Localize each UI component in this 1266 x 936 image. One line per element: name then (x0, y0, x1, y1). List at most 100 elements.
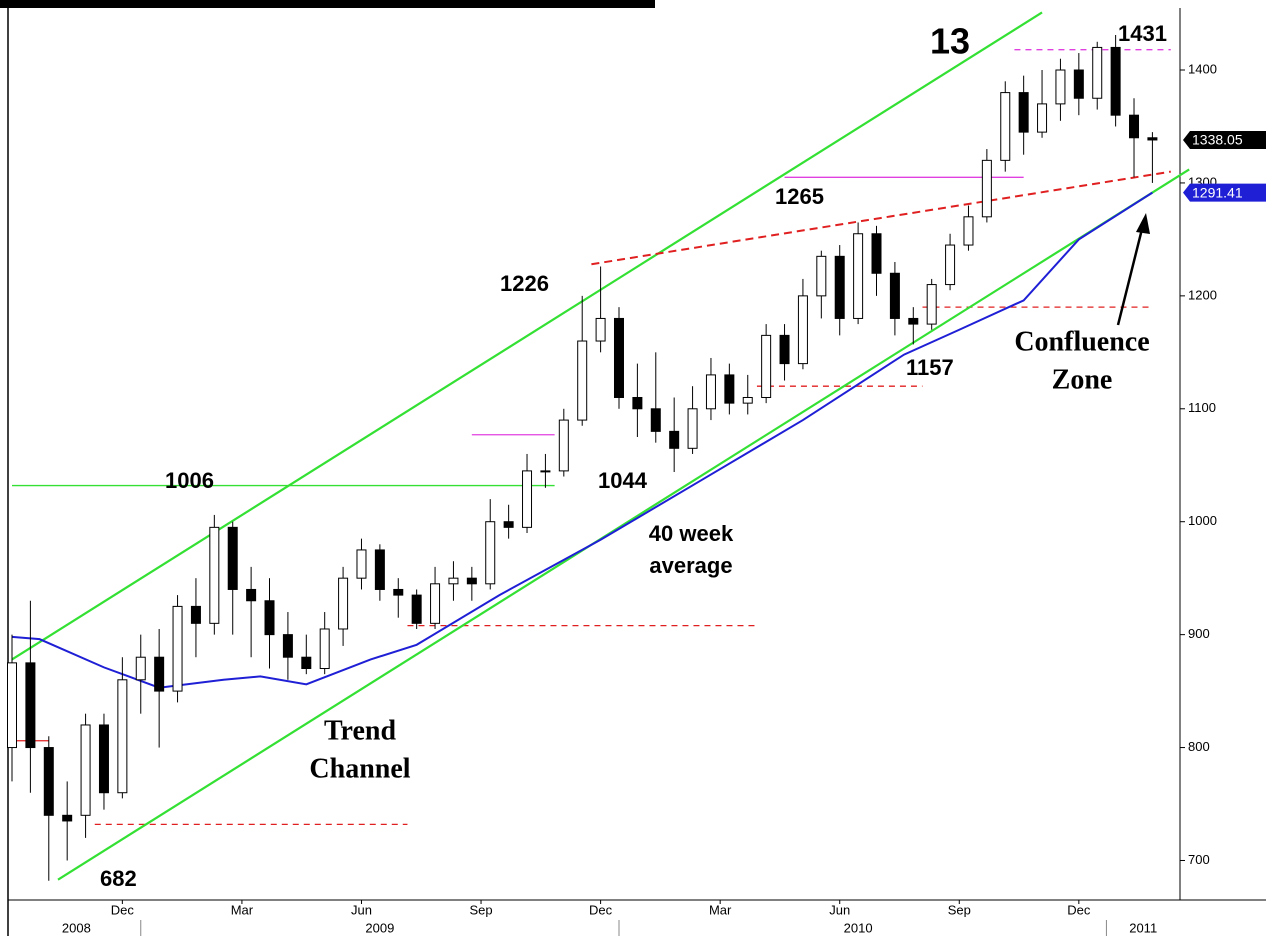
candle-body (98, 724, 109, 794)
x-tick-label: Mar (709, 902, 732, 917)
y-tick-label: 1000 (1188, 513, 1217, 528)
candle-body (724, 374, 735, 404)
candle-body (779, 334, 790, 365)
price-tag-label: 1291.41 (1192, 184, 1243, 200)
annotation: 40 week (649, 521, 734, 546)
x-tick-label: Dec (1067, 902, 1091, 917)
candle-body (761, 334, 772, 398)
candle-body (1000, 92, 1011, 161)
candle-body (172, 605, 183, 692)
annotation: Zone (1052, 364, 1113, 395)
candle-body (1147, 137, 1158, 141)
candle-body (80, 724, 91, 816)
year-label: 2008 (62, 920, 91, 935)
annotation: 1431 (1118, 21, 1167, 46)
candle-body (595, 317, 606, 342)
annotation: 1157 (906, 355, 954, 380)
candle-body (871, 233, 882, 274)
candle-body (466, 577, 477, 585)
candle-body (1073, 69, 1084, 99)
x-tick-label: Jun (351, 902, 372, 917)
arrow (1116, 224, 1145, 326)
annotation: 1006 (165, 468, 214, 493)
y-tick-label: 1400 (1188, 61, 1217, 76)
candle-body (117, 679, 128, 794)
annotation: Channel (309, 753, 410, 784)
candle-body (430, 583, 441, 624)
candle-body (1018, 92, 1029, 133)
candle-body (227, 526, 238, 590)
x-tick-label: Dec (111, 902, 135, 917)
candle-body (908, 317, 919, 325)
y-tick-label: 1200 (1188, 287, 1217, 302)
year-label: 2010 (844, 920, 873, 935)
candle-body (1129, 114, 1140, 139)
candle-body (963, 216, 974, 246)
candle-body (282, 634, 293, 658)
candle-body (889, 272, 900, 319)
candle-body (540, 470, 551, 473)
candle-body (7, 662, 17, 749)
candle-body (613, 317, 624, 398)
candle-body (319, 628, 330, 670)
candle-body (650, 408, 661, 432)
candle-body (485, 521, 496, 585)
annotation: 682 (100, 866, 137, 891)
candle-body (25, 662, 36, 749)
candle-body (797, 295, 808, 365)
price-tag (1183, 183, 1266, 202)
candle-body (154, 656, 165, 692)
annotation: Trend (324, 715, 397, 746)
y-tick-label: 900 (1188, 626, 1210, 641)
trend-channel (11, 11, 1043, 661)
candle-body (522, 470, 533, 528)
annotation: average (649, 553, 732, 578)
candle-body (669, 430, 680, 449)
candle-body (981, 159, 992, 218)
candle-body (687, 408, 698, 449)
y-tick-label: 700 (1188, 852, 1210, 867)
candle-body (742, 396, 753, 404)
candle-body (448, 577, 459, 585)
annotation: 1044 (598, 468, 648, 493)
x-tick-label: Sep (948, 902, 971, 917)
moving-average (11, 191, 1153, 689)
annotation: 1265 (775, 184, 824, 209)
candle-body (393, 588, 404, 596)
year-label: 2009 (365, 920, 394, 935)
y-tick-label: 800 (1188, 739, 1210, 754)
x-tick-label: Sep (469, 902, 492, 917)
candle-body (246, 588, 257, 602)
annotation: 13 (930, 21, 970, 62)
candle-body (62, 814, 73, 822)
candle-body (190, 605, 201, 624)
candle-body (374, 549, 385, 590)
annotation: Confluence (1014, 326, 1149, 357)
candle-body (1110, 46, 1121, 116)
candle-body (705, 374, 716, 410)
toolbar (0, 0, 655, 8)
price-tag-label: 1338.05 (1192, 132, 1243, 148)
candle-body (834, 255, 845, 319)
x-tick-label: Mar (231, 902, 254, 917)
candle-body (853, 233, 864, 319)
candle-body (577, 340, 588, 421)
candle-body (338, 577, 349, 630)
candle-body (558, 419, 569, 472)
resistance-line (591, 170, 1171, 266)
candle-body (356, 549, 367, 579)
x-tick-label: Jun (829, 902, 850, 917)
candle-body (1055, 69, 1066, 105)
candle-body (264, 600, 275, 636)
annotation: 1226 (500, 271, 549, 296)
candle-body (411, 594, 422, 624)
candle-body (1092, 46, 1103, 99)
candle-body (209, 526, 220, 624)
candle-body (301, 656, 312, 670)
year-label: 2011 (1129, 920, 1157, 935)
candle-body (632, 396, 643, 410)
candle-body (1037, 103, 1048, 133)
trend-channel (57, 168, 1190, 881)
arrow-head (1136, 213, 1150, 234)
